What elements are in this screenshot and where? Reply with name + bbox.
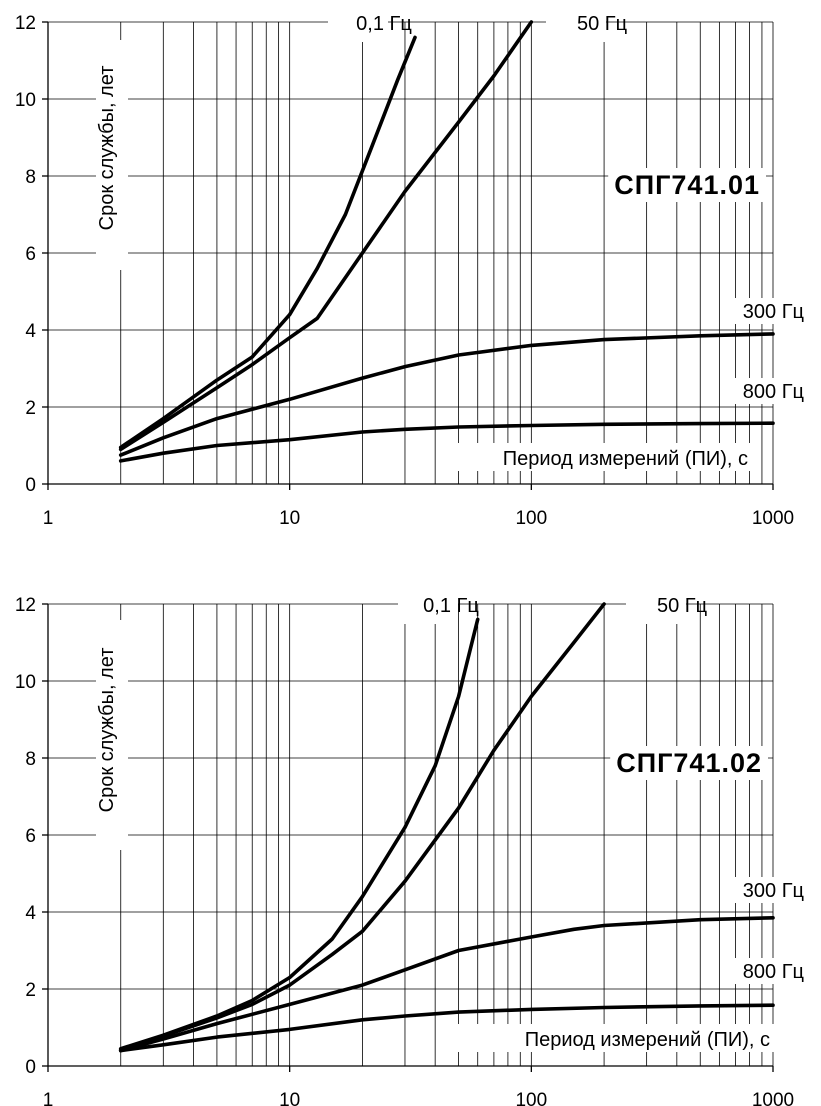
y-tick-label: 8 — [25, 167, 36, 188]
series-line-2 — [118, 602, 606, 1052]
x-tick-label: 1 — [43, 1090, 54, 1106]
chart-title: СПГ741.02 — [616, 748, 762, 778]
series-line-3 — [118, 915, 775, 1053]
title-bg — [610, 746, 768, 780]
y-label-bg — [96, 620, 128, 850]
series-line-4 — [118, 1003, 775, 1053]
x-axis-label: Период измерений (ПИ), с — [525, 1029, 770, 1051]
x-tick-label: 100 — [515, 1090, 547, 1106]
y-tick-label: 6 — [25, 244, 36, 265]
gridlines — [48, 603, 774, 1066]
y-label-bg — [96, 40, 128, 270]
y-axis-label: Срок службы, лет — [96, 66, 118, 231]
series-label-bg — [626, 598, 686, 624]
x-tick-label: 1000 — [752, 1090, 794, 1106]
y-tick-label: 4 — [25, 903, 36, 924]
y-tick-label: 10 — [15, 672, 36, 693]
y-axis-label: Срок службы, лет — [96, 648, 118, 813]
y-tick-label: 2 — [25, 980, 36, 1001]
y-tick-label: 12 — [15, 595, 36, 616]
x-label-bg — [438, 1024, 774, 1052]
series-label-bg — [733, 378, 807, 404]
series-label-bg — [546, 16, 606, 42]
series-line-3 — [118, 332, 775, 457]
x-tick-label: 1 — [43, 508, 54, 529]
series-label-bg — [328, 16, 388, 42]
y-tick-label: 2 — [25, 398, 36, 419]
series-label-4: 800 Гц — [743, 961, 804, 983]
series-line-1 — [118, 35, 417, 450]
series-line-2 — [118, 20, 534, 452]
series-label-1: 0,1 Гц — [423, 595, 479, 617]
x-tick-label: 1000 — [752, 508, 794, 529]
series-label-bg — [733, 877, 807, 903]
y-tick-label: 6 — [25, 826, 36, 847]
gridlines — [48, 21, 774, 484]
series-label-4: 800 Гц — [743, 381, 804, 403]
series-label-3: 300 Гц — [743, 880, 804, 902]
x-label-bg — [436, 443, 752, 471]
x-axis-label: Период измерений (ПИ), с — [503, 448, 748, 470]
x-tick-label: 100 — [515, 508, 547, 529]
series-line-1 — [118, 617, 480, 1051]
y-tick-label: 8 — [25, 749, 36, 770]
y-tick-label: 0 — [25, 475, 36, 496]
chart-2: 0 2 4 6 8 10 12 1 10 100 1000 0,1 Гц 50 Гц 300 Гц 800 … — [15, 595, 807, 1106]
series-label-bg — [398, 598, 458, 624]
series-label-3: 300 Гц — [743, 301, 804, 323]
y-tick-label: 0 — [25, 1057, 36, 1078]
chart-title: СПГ741.01 — [614, 170, 760, 200]
y-tick-label: 12 — [15, 13, 36, 34]
series-label-2: 50 Гц — [577, 13, 627, 35]
series-line-4 — [118, 421, 775, 463]
title-bg — [608, 168, 766, 202]
y-tick-label: 10 — [15, 90, 36, 111]
series-label-1: 0,1 Гц — [356, 13, 412, 35]
series-label-bg — [733, 298, 807, 324]
y-tick-label: 4 — [25, 321, 36, 342]
x-tick-label: 10 — [279, 1090, 300, 1106]
chart-1: 0 2 4 6 8 10 12 1 10 100 1000 0,1 Гц 50 Гц 300 Гц 800 … — [15, 13, 807, 529]
series-label-bg — [733, 958, 807, 984]
x-tick-label: 10 — [279, 508, 300, 529]
series-label-2: 50 Гц — [657, 595, 707, 617]
